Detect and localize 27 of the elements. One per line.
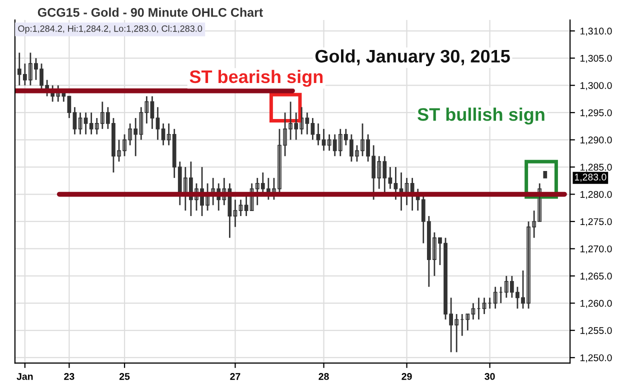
x-tick-label: 25: [119, 373, 130, 380]
y-tick-label: 1,310.0: [580, 28, 612, 36]
y-tick-label: 1,280.0: [580, 190, 612, 200]
text: Op:1,284.2, Hi:1,284.2, Lo:1,283.0, Cl:1,283.0: [18, 25, 202, 34]
chart-title: GCG15 - Gold - 90 Minute OHLC Chart: [38, 8, 263, 17]
y-tick-label: 1,290.0: [580, 136, 612, 145]
y-tick-label: 1,285.0: [580, 164, 612, 172]
x-tick-label: 28: [318, 373, 329, 380]
x-tick-label: 29: [402, 373, 412, 380]
y-tick-label: 1,265.0: [580, 272, 612, 281]
y-tick-label: 1,275.0: [580, 218, 612, 226]
x-tick-label: 27: [230, 373, 240, 380]
y-tick-label: 1,295.0: [580, 109, 612, 118]
y-tick-label: 1,300.0: [580, 82, 612, 90]
y-tick-label: 1,250.0: [580, 354, 612, 362]
y-tick-label: 1,270.0: [580, 245, 612, 254]
y-tick-label: 1,305.0: [580, 54, 612, 63]
text: 1,283.0: [574, 174, 606, 182]
x-tick-label: Jan: [16, 373, 33, 380]
annotation: ST bearish sign: [190, 70, 323, 87]
x-tick-label: 30: [484, 373, 495, 380]
annotation: ST bullish sign: [418, 108, 544, 125]
candlestick: [543, 170, 548, 178]
annotation: Gold, January 30, 2015: [315, 49, 510, 66]
y-tick-label: 1,260.0: [580, 300, 612, 308]
x-tick-label: 23: [64, 373, 74, 380]
y-tick-label: 1,255.0: [580, 327, 612, 336]
